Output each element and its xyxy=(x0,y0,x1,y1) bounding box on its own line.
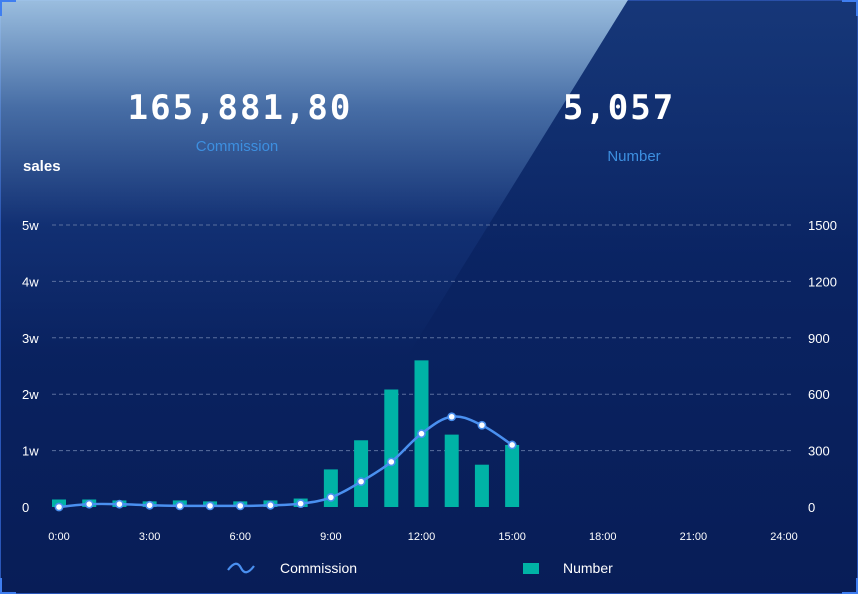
point-commission xyxy=(116,501,123,508)
point-commission xyxy=(237,502,244,509)
y-right-tick-label: 900 xyxy=(808,331,830,346)
point-commission xyxy=(267,502,274,509)
bar-number xyxy=(505,445,519,507)
y-right-tick-label: 600 xyxy=(808,387,830,402)
y-left-tick-label: 4w xyxy=(22,274,39,289)
x-tick-label: 15:00 xyxy=(498,531,526,543)
x-tick-label: 3:00 xyxy=(139,531,160,543)
point-commission xyxy=(176,502,183,509)
x-tick-label: 9:00 xyxy=(320,531,341,543)
x-tick-label: 6:00 xyxy=(230,531,251,543)
y-left-tick-label: 3w xyxy=(22,331,39,346)
point-commission xyxy=(206,502,213,509)
y-right-tick-label: 1500 xyxy=(808,218,837,233)
y-right-tick-label: 0 xyxy=(808,500,815,515)
legend-label-number: Number xyxy=(563,560,613,576)
x-tick-label: 0:00 xyxy=(48,531,69,543)
y-right-tick-label: 1200 xyxy=(808,274,837,289)
point-commission xyxy=(478,422,485,429)
bar-number xyxy=(445,435,459,507)
wave-line-icon xyxy=(226,561,256,575)
bar-number xyxy=(475,465,489,507)
line-commission xyxy=(59,416,512,507)
x-tick-label: 18:00 xyxy=(589,531,617,543)
y-left-tick-label: 2w xyxy=(22,387,39,402)
point-commission xyxy=(388,458,395,465)
bar-number xyxy=(354,440,368,507)
point-commission xyxy=(86,501,93,508)
y-right-tick-label: 300 xyxy=(808,444,830,459)
y-left-tick-label: 0 xyxy=(22,500,29,515)
point-commission xyxy=(509,441,516,448)
point-commission xyxy=(55,503,62,510)
y-left-tick-label: 1w xyxy=(22,444,39,459)
x-tick-label: 24:00 xyxy=(770,531,798,543)
point-commission xyxy=(418,430,425,437)
legend-label-commission: Commission xyxy=(280,560,357,576)
x-tick-label: 21:00 xyxy=(680,531,708,543)
point-commission xyxy=(327,494,334,501)
point-commission xyxy=(297,500,304,507)
point-commission xyxy=(357,478,364,485)
bar-number xyxy=(384,390,398,508)
point-commission xyxy=(146,502,153,509)
legend-item-commission[interactable]: Commission xyxy=(226,556,357,580)
bar-swatch-icon xyxy=(523,563,539,574)
legend-item-number[interactable]: Number xyxy=(523,556,613,580)
y-left-tick-label: 5w xyxy=(22,218,39,233)
point-commission xyxy=(448,413,455,420)
x-tick-label: 12:00 xyxy=(408,531,436,543)
